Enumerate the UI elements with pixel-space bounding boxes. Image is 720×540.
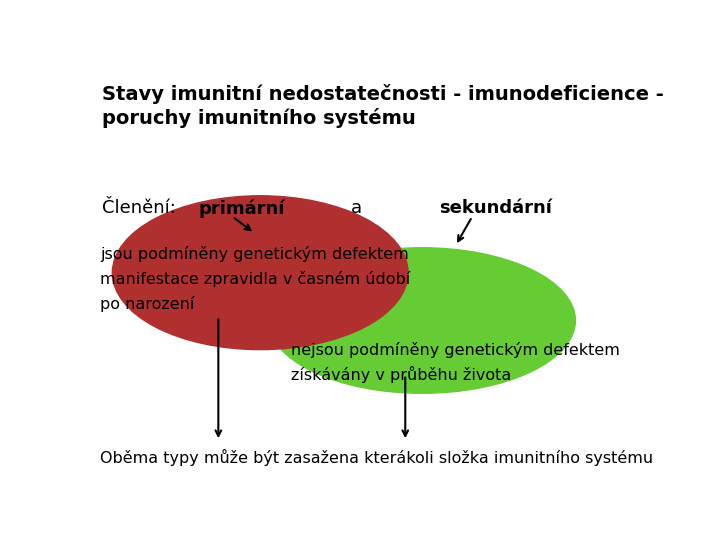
- Text: jsou podmíněny genetickým defektem: jsou podmíněny genetickým defektem: [100, 246, 409, 262]
- Text: nejsou podmíněny genetickým defektem: nejsou podmíněny genetickým defektem: [291, 342, 620, 357]
- Text: Stavy imunitní nedostatečnosti - imunodeficience -: Stavy imunitní nedostatečnosti - imunode…: [102, 84, 664, 104]
- Text: poruchy imunitního systému: poruchy imunitního systému: [102, 109, 416, 129]
- Text: Oběma typy může být zasažena kterákoli složka imunitního systému: Oběma typy může být zasažena kterákoli s…: [100, 449, 653, 466]
- Ellipse shape: [269, 248, 575, 393]
- Text: Členění:: Členění:: [102, 199, 176, 217]
- Text: po narození: po narození: [100, 296, 194, 312]
- Text: sekundární: sekundární: [438, 199, 552, 217]
- Text: primární: primární: [199, 199, 285, 218]
- Text: získávány v průběhu života: získávány v průběhu života: [291, 366, 511, 383]
- Text: a: a: [351, 199, 362, 217]
- Text: manifestace zpravidla v časném údobí: manifestace zpravidla v časném údobí: [100, 271, 410, 287]
- Ellipse shape: [112, 196, 408, 349]
